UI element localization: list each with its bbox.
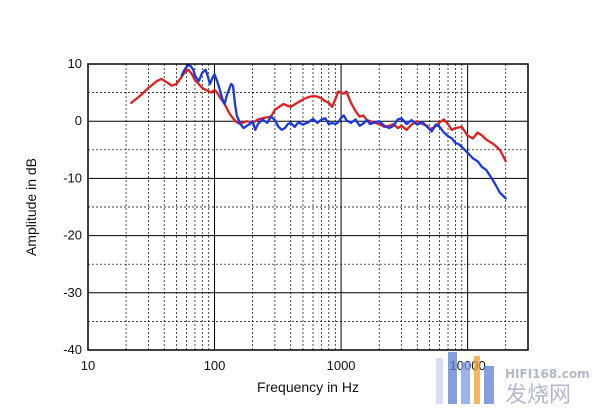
x-axis-title: Frequency in Hz [257, 379, 359, 395]
y-tick-label: 0 [75, 113, 82, 128]
y-tick-label: -30 [63, 285, 82, 300]
y-tick-label: 10 [68, 56, 82, 71]
grid [87, 63, 529, 351]
y-tick-label: -10 [63, 170, 82, 185]
x-tick-labels: 10100100010000 [81, 358, 486, 373]
x-tick-label: 100 [204, 358, 226, 373]
series-line-blue [180, 63, 507, 200]
y-tick-label: -20 [63, 228, 82, 243]
series-line-red [130, 68, 507, 163]
watermark-chinese: 发烧网 [505, 383, 571, 408]
watermark-logo: HIFI168.com 发烧网 [436, 352, 590, 408]
watermark-emblem [436, 352, 494, 404]
series-layer [130, 63, 507, 200]
watermark-site: HIFI168.com [505, 367, 590, 381]
plot-frame [87, 63, 529, 351]
x-tick-label: 1000 [327, 358, 356, 373]
y-axis-title: Amplitude in dB [23, 158, 39, 256]
y-tick-labels: 10 0 -10 -20 -30 -40 [63, 56, 82, 357]
y-tick-label: -40 [63, 342, 82, 357]
x-tick-label: 10 [81, 358, 95, 373]
